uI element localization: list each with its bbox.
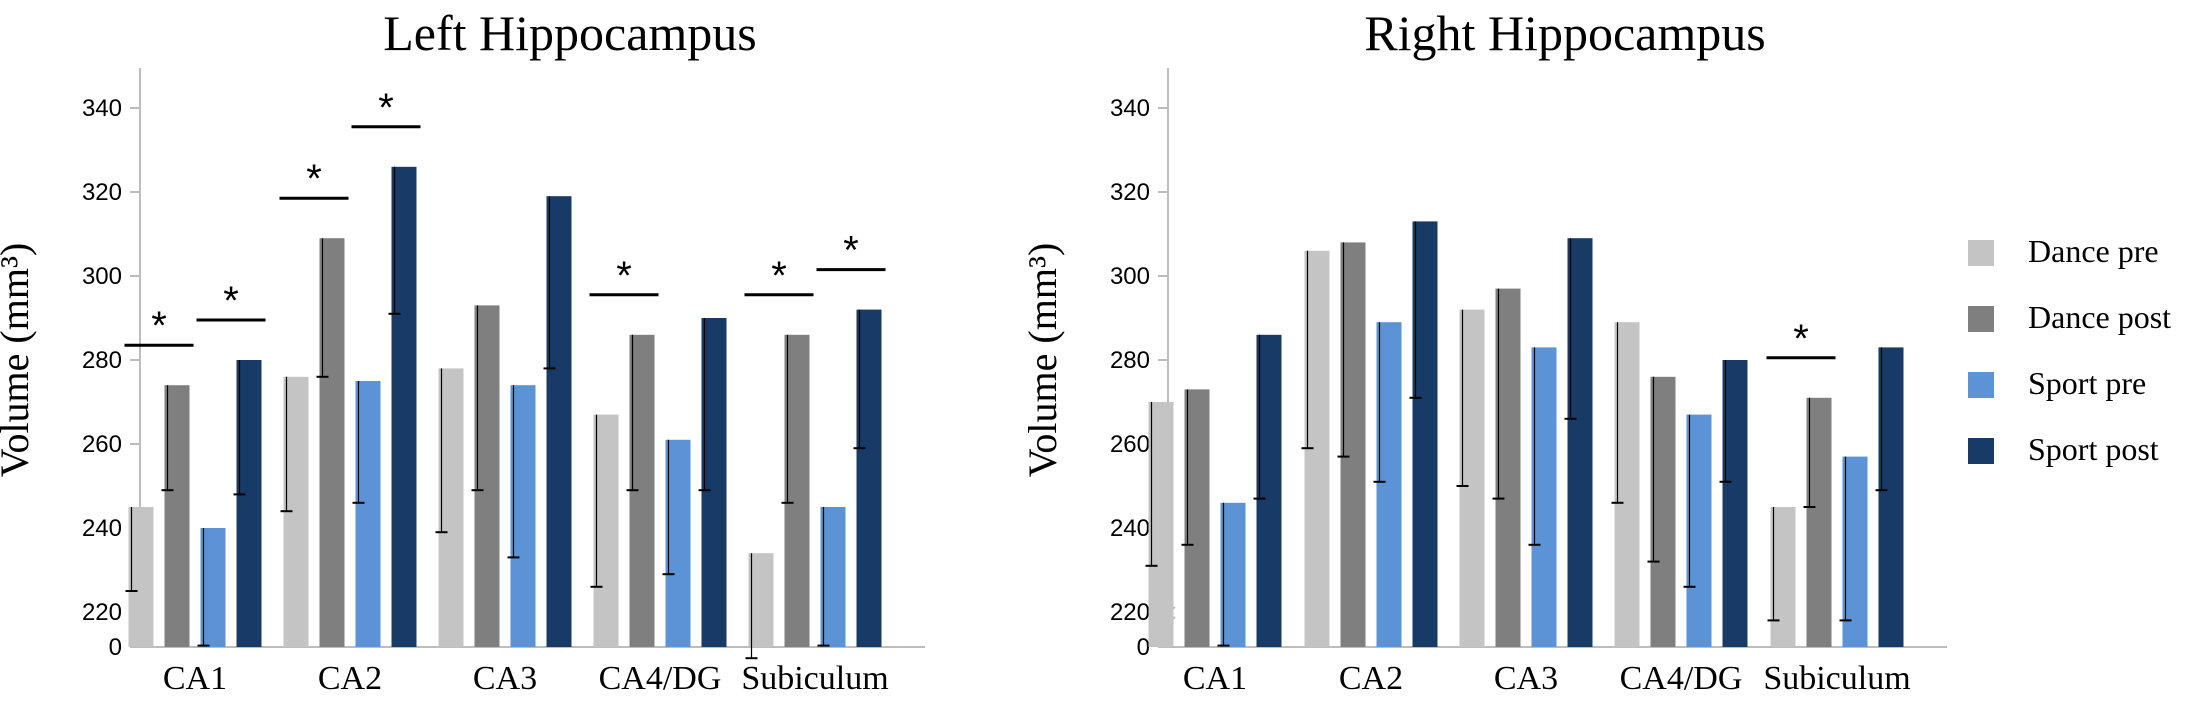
- significance-star: *: [223, 279, 239, 323]
- bar-sport-pre: [200, 528, 226, 647]
- bar-dance-post: [1495, 288, 1521, 647]
- bar-dance-pre: [438, 368, 464, 647]
- bar-sport-post: [1256, 334, 1282, 647]
- bar-sport-pre: [1531, 347, 1557, 647]
- y-tick-label: 340: [1110, 95, 1150, 122]
- bar-sport-post: [1567, 238, 1593, 647]
- x-tick-label: CA1: [163, 660, 227, 697]
- category-group: CA1: [125, 360, 262, 697]
- y-tick-label: 220: [1110, 599, 1150, 626]
- bar-dance-pre: [593, 414, 619, 647]
- y-tick-label: 280: [1110, 347, 1150, 374]
- significance-star: *: [771, 254, 787, 298]
- bar-dance-post: [784, 334, 810, 647]
- significance-star: *: [378, 86, 394, 130]
- x-tick-label: CA4/DG: [599, 660, 722, 697]
- bar-sport-pre: [1686, 414, 1712, 647]
- category-group: CA4/DG: [590, 318, 727, 697]
- category-group: Subiculum: [1763, 347, 1911, 697]
- panel-left: Left Hippocampus Volume (mm³) 0 220 240 260 28…: [0, 5, 925, 697]
- category-group: CA1: [1145, 334, 1282, 697]
- y-tick-label: 300: [1110, 263, 1150, 290]
- bar-dance-post: [1184, 389, 1210, 647]
- bar-dance-pre: [1459, 309, 1485, 647]
- legend-label: Sport pre: [2028, 365, 2146, 401]
- bar-sport-post: [701, 318, 727, 647]
- bar-sport-post: [856, 309, 882, 647]
- bar-sport-post: [1722, 360, 1748, 647]
- legend-label: Dance pre: [2028, 233, 2159, 269]
- bar-sport-pre: [1220, 502, 1246, 647]
- bar-dance-pre: [1614, 322, 1640, 647]
- x-tick-label: CA3: [473, 660, 537, 697]
- y-tick-label: 320: [82, 179, 122, 206]
- legend-swatch: [1968, 438, 1994, 464]
- chart-title: Left Hippocampus: [383, 5, 757, 61]
- significance-star: *: [306, 157, 322, 201]
- legend-swatch: [1968, 306, 1994, 332]
- bar-sport-post: [391, 166, 417, 648]
- y-tick-label: 320: [1110, 179, 1150, 206]
- y-axis-label: Volume (mm³): [0, 243, 37, 478]
- category-group: CA3: [1456, 238, 1593, 697]
- y-tick-label: 260: [82, 431, 122, 458]
- x-tick-label: Subiculum: [741, 660, 888, 697]
- significance-star: *: [151, 304, 167, 348]
- x-tick-label: CA3: [1494, 660, 1558, 697]
- y-tick-label: 340: [82, 95, 122, 122]
- bar-sport-pre: [355, 381, 381, 647]
- bar-sport-post: [236, 360, 262, 647]
- bar-sport-post: [546, 196, 572, 647]
- bar-dance-pre: [1770, 507, 1796, 647]
- bar-dance-pre: [128, 507, 154, 647]
- chart-title: Right Hippocampus: [1364, 5, 1765, 61]
- significance-star: *: [1793, 317, 1809, 361]
- bar-sport-post: [1878, 347, 1904, 647]
- bar-sport-pre: [1376, 322, 1402, 647]
- bar-dance-post: [164, 385, 190, 647]
- category-group: Subiculum: [741, 309, 889, 697]
- bar-sport-pre: [665, 439, 691, 647]
- bar-dance-post: [474, 305, 500, 647]
- x-tick-label: CA2: [1339, 660, 1403, 697]
- y-tick-label: 240: [82, 515, 122, 542]
- y-axis-label: Volume (mm³): [1020, 243, 1065, 478]
- bar-dance-post: [1340, 242, 1366, 647]
- category-group: CA3: [435, 196, 572, 697]
- bar-sport-pre: [820, 507, 846, 647]
- legend: Dance pre Dance post Sport pre Sport post: [1968, 233, 2171, 467]
- bar-dance-post: [319, 238, 345, 647]
- y-tick-label: 0: [1137, 634, 1150, 661]
- x-tick-label: CA2: [318, 660, 382, 697]
- y-tick-label: 300: [82, 263, 122, 290]
- bar-dance-pre: [1148, 402, 1174, 647]
- bar-sport-pre: [510, 385, 536, 647]
- y-tick-label: 220: [82, 599, 122, 626]
- x-tick-label: CA4/DG: [1620, 660, 1743, 697]
- significance-star: *: [843, 229, 859, 273]
- category-group: CA2: [280, 166, 417, 697]
- significance-star: *: [616, 254, 632, 298]
- category-group: CA2: [1301, 221, 1438, 697]
- x-tick-label: Subiculum: [1763, 660, 1910, 697]
- legend-swatch: [1968, 240, 1994, 266]
- y-tick-label: 0: [109, 634, 122, 661]
- y-tick-label: 260: [1110, 431, 1150, 458]
- legend-label: Sport post: [2028, 431, 2159, 467]
- bar-dance-pre: [748, 553, 774, 647]
- y-tick-label: 280: [82, 347, 122, 374]
- category-group: CA4/DG: [1611, 322, 1748, 697]
- bar-sport-pre: [1842, 456, 1868, 647]
- bar-dance-post: [1650, 376, 1676, 647]
- legend-label: Dance post: [2028, 299, 2171, 335]
- y-tick-label: 240: [1110, 515, 1150, 542]
- bar-dance-post: [1806, 397, 1832, 647]
- panel-right: Right Hippocampus Volume (mm³) 0 220 240 260 2…: [1020, 5, 1947, 697]
- x-tick-label: CA1: [1183, 660, 1247, 697]
- bar-sport-post: [1412, 221, 1438, 647]
- legend-swatch: [1968, 372, 1994, 398]
